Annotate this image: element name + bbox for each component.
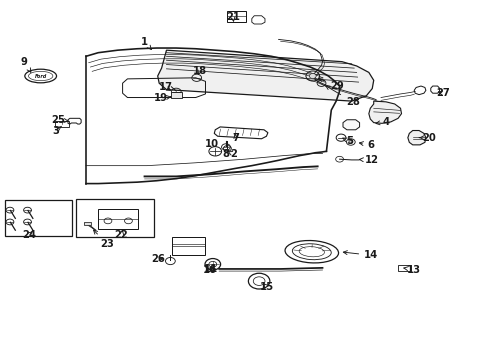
Text: 28: 28 [325, 86, 359, 107]
Bar [98, 209, 138, 229]
Polygon shape [368, 101, 401, 123]
Text: 16: 16 [202, 265, 216, 275]
Text: 22: 22 [115, 230, 128, 239]
Text: 1: 1 [141, 37, 151, 49]
Text: 9: 9 [20, 57, 31, 72]
Text: 10: 10 [204, 139, 218, 149]
Text: 17: 17 [158, 82, 172, 93]
Bar [172, 237, 205, 255]
Bar [4, 200, 72, 235]
Circle shape [348, 140, 352, 143]
Text: Ford: Ford [35, 73, 47, 78]
Text: 25: 25 [51, 115, 68, 125]
Text: 29: 29 [318, 78, 344, 91]
Text: 27: 27 [436, 88, 449, 98]
Text: 20: 20 [418, 133, 435, 143]
Text: 8: 8 [222, 149, 229, 159]
Text: 4: 4 [375, 117, 388, 127]
Polygon shape [158, 50, 373, 101]
Text: 18: 18 [192, 66, 206, 76]
Text: 12: 12 [359, 155, 379, 165]
Text: 26: 26 [150, 254, 164, 264]
Polygon shape [407, 131, 425, 145]
Polygon shape [342, 120, 359, 130]
Text: 5: 5 [342, 136, 352, 146]
Text: 21: 21 [225, 12, 239, 22]
Circle shape [309, 73, 316, 78]
Text: 11: 11 [204, 264, 218, 274]
Bar [76, 199, 154, 237]
Text: 3: 3 [52, 126, 61, 135]
Bar [227, 11, 245, 22]
Text: 19: 19 [153, 93, 170, 103]
Text: 24: 24 [22, 230, 36, 239]
Bar [171, 93, 182, 98]
Bar [83, 222, 91, 225]
Text: 6: 6 [359, 140, 374, 150]
Text: 2: 2 [227, 149, 237, 159]
Text: 13: 13 [403, 265, 420, 275]
Text: 14: 14 [343, 250, 378, 260]
Text: 15: 15 [259, 282, 273, 292]
Bar [397, 265, 410, 271]
Text: 23: 23 [93, 230, 114, 249]
Bar [55, 121, 69, 127]
Text: 7: 7 [232, 133, 239, 143]
